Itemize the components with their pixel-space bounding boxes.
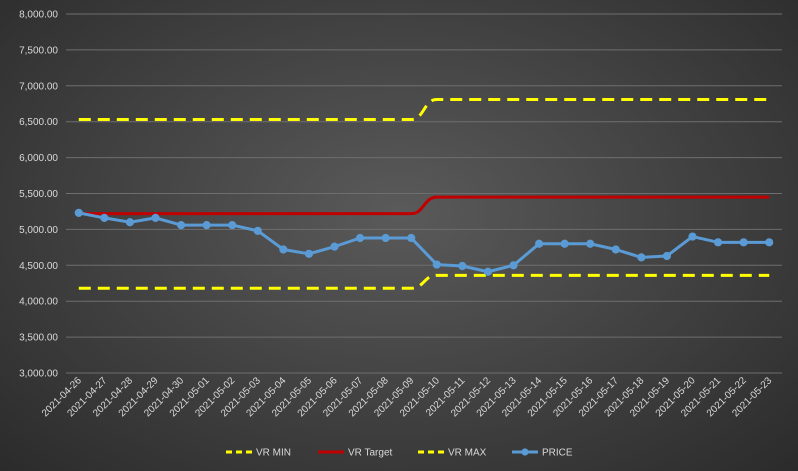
data-point — [407, 233, 416, 243]
legend-item-vr-max: VR MAX — [418, 448, 487, 459]
data-point — [151, 213, 160, 223]
data-point — [432, 260, 441, 269]
data-point — [688, 232, 697, 241]
x-axis-ticks: 2021-04-262021-04-272021-04-282021-04-29… — [40, 375, 775, 419]
y-tick-label: 3,500.00 — [19, 333, 58, 344]
series-line — [78, 211, 770, 274]
legend-item-price: PRICE — [512, 448, 573, 459]
data-point — [739, 238, 748, 247]
series-vr-target — [78, 195, 770, 216]
data-point — [74, 208, 83, 217]
y-tick-label: 5,500.00 — [19, 189, 58, 200]
legend-item-vr-min: VR MIN — [226, 448, 291, 459]
series-vr-max — [78, 97, 770, 122]
legend-label: VR MAX — [448, 448, 487, 459]
data-point — [560, 239, 569, 248]
legend-marker — [521, 448, 529, 456]
y-tick-label: 8,000.00 — [19, 10, 58, 21]
y-axis-ticks: 3,000.00 3,500.00 4,000.00 4,500.00 5,000.00… — [19, 10, 58, 380]
y-tick-label: 3,000.00 — [19, 369, 58, 380]
data-point — [509, 261, 518, 270]
legend-label: VR MIN — [256, 448, 291, 459]
data-point — [637, 253, 646, 262]
legend-label: VR Target — [348, 448, 393, 459]
y-tick-label: 7,000.00 — [19, 81, 58, 92]
y-tick-label: 5,000.00 — [19, 225, 58, 236]
series-layer — [74, 97, 774, 290]
y-tick-label: 6,000.00 — [19, 153, 58, 164]
data-point — [586, 239, 595, 248]
y-tick-label: 4,500.00 — [19, 261, 58, 272]
legend-item-vr-target: VR Target — [318, 448, 393, 459]
data-point — [125, 218, 135, 227]
series-line — [78, 97, 770, 122]
series-price — [74, 208, 774, 276]
y-tick-label: 7,500.00 — [19, 45, 58, 56]
data-point — [765, 238, 774, 247]
data-point — [202, 220, 211, 230]
series-line — [78, 195, 770, 216]
gridlines — [66, 13, 782, 374]
data-point — [330, 242, 339, 251]
data-point — [228, 220, 237, 230]
data-point — [534, 239, 544, 248]
data-point — [458, 261, 467, 271]
data-point — [355, 233, 365, 243]
series-line — [78, 273, 770, 290]
data-point — [304, 249, 314, 258]
data-point — [381, 233, 390, 243]
y-tick-label: 4,000.00 — [19, 297, 58, 308]
data-point — [611, 245, 620, 254]
data-point — [662, 251, 672, 261]
data-point — [713, 238, 723, 247]
legend: VR MIN VR Target VR MAX PRICE — [226, 448, 573, 459]
data-point — [279, 245, 288, 254]
data-point — [483, 267, 493, 276]
legend-label: PRICE — [542, 448, 573, 459]
data-point — [253, 226, 262, 235]
series-vr-min — [78, 273, 770, 290]
data-point — [100, 213, 109, 223]
y-tick-label: 6,500.00 — [19, 117, 58, 128]
data-point — [176, 220, 186, 230]
